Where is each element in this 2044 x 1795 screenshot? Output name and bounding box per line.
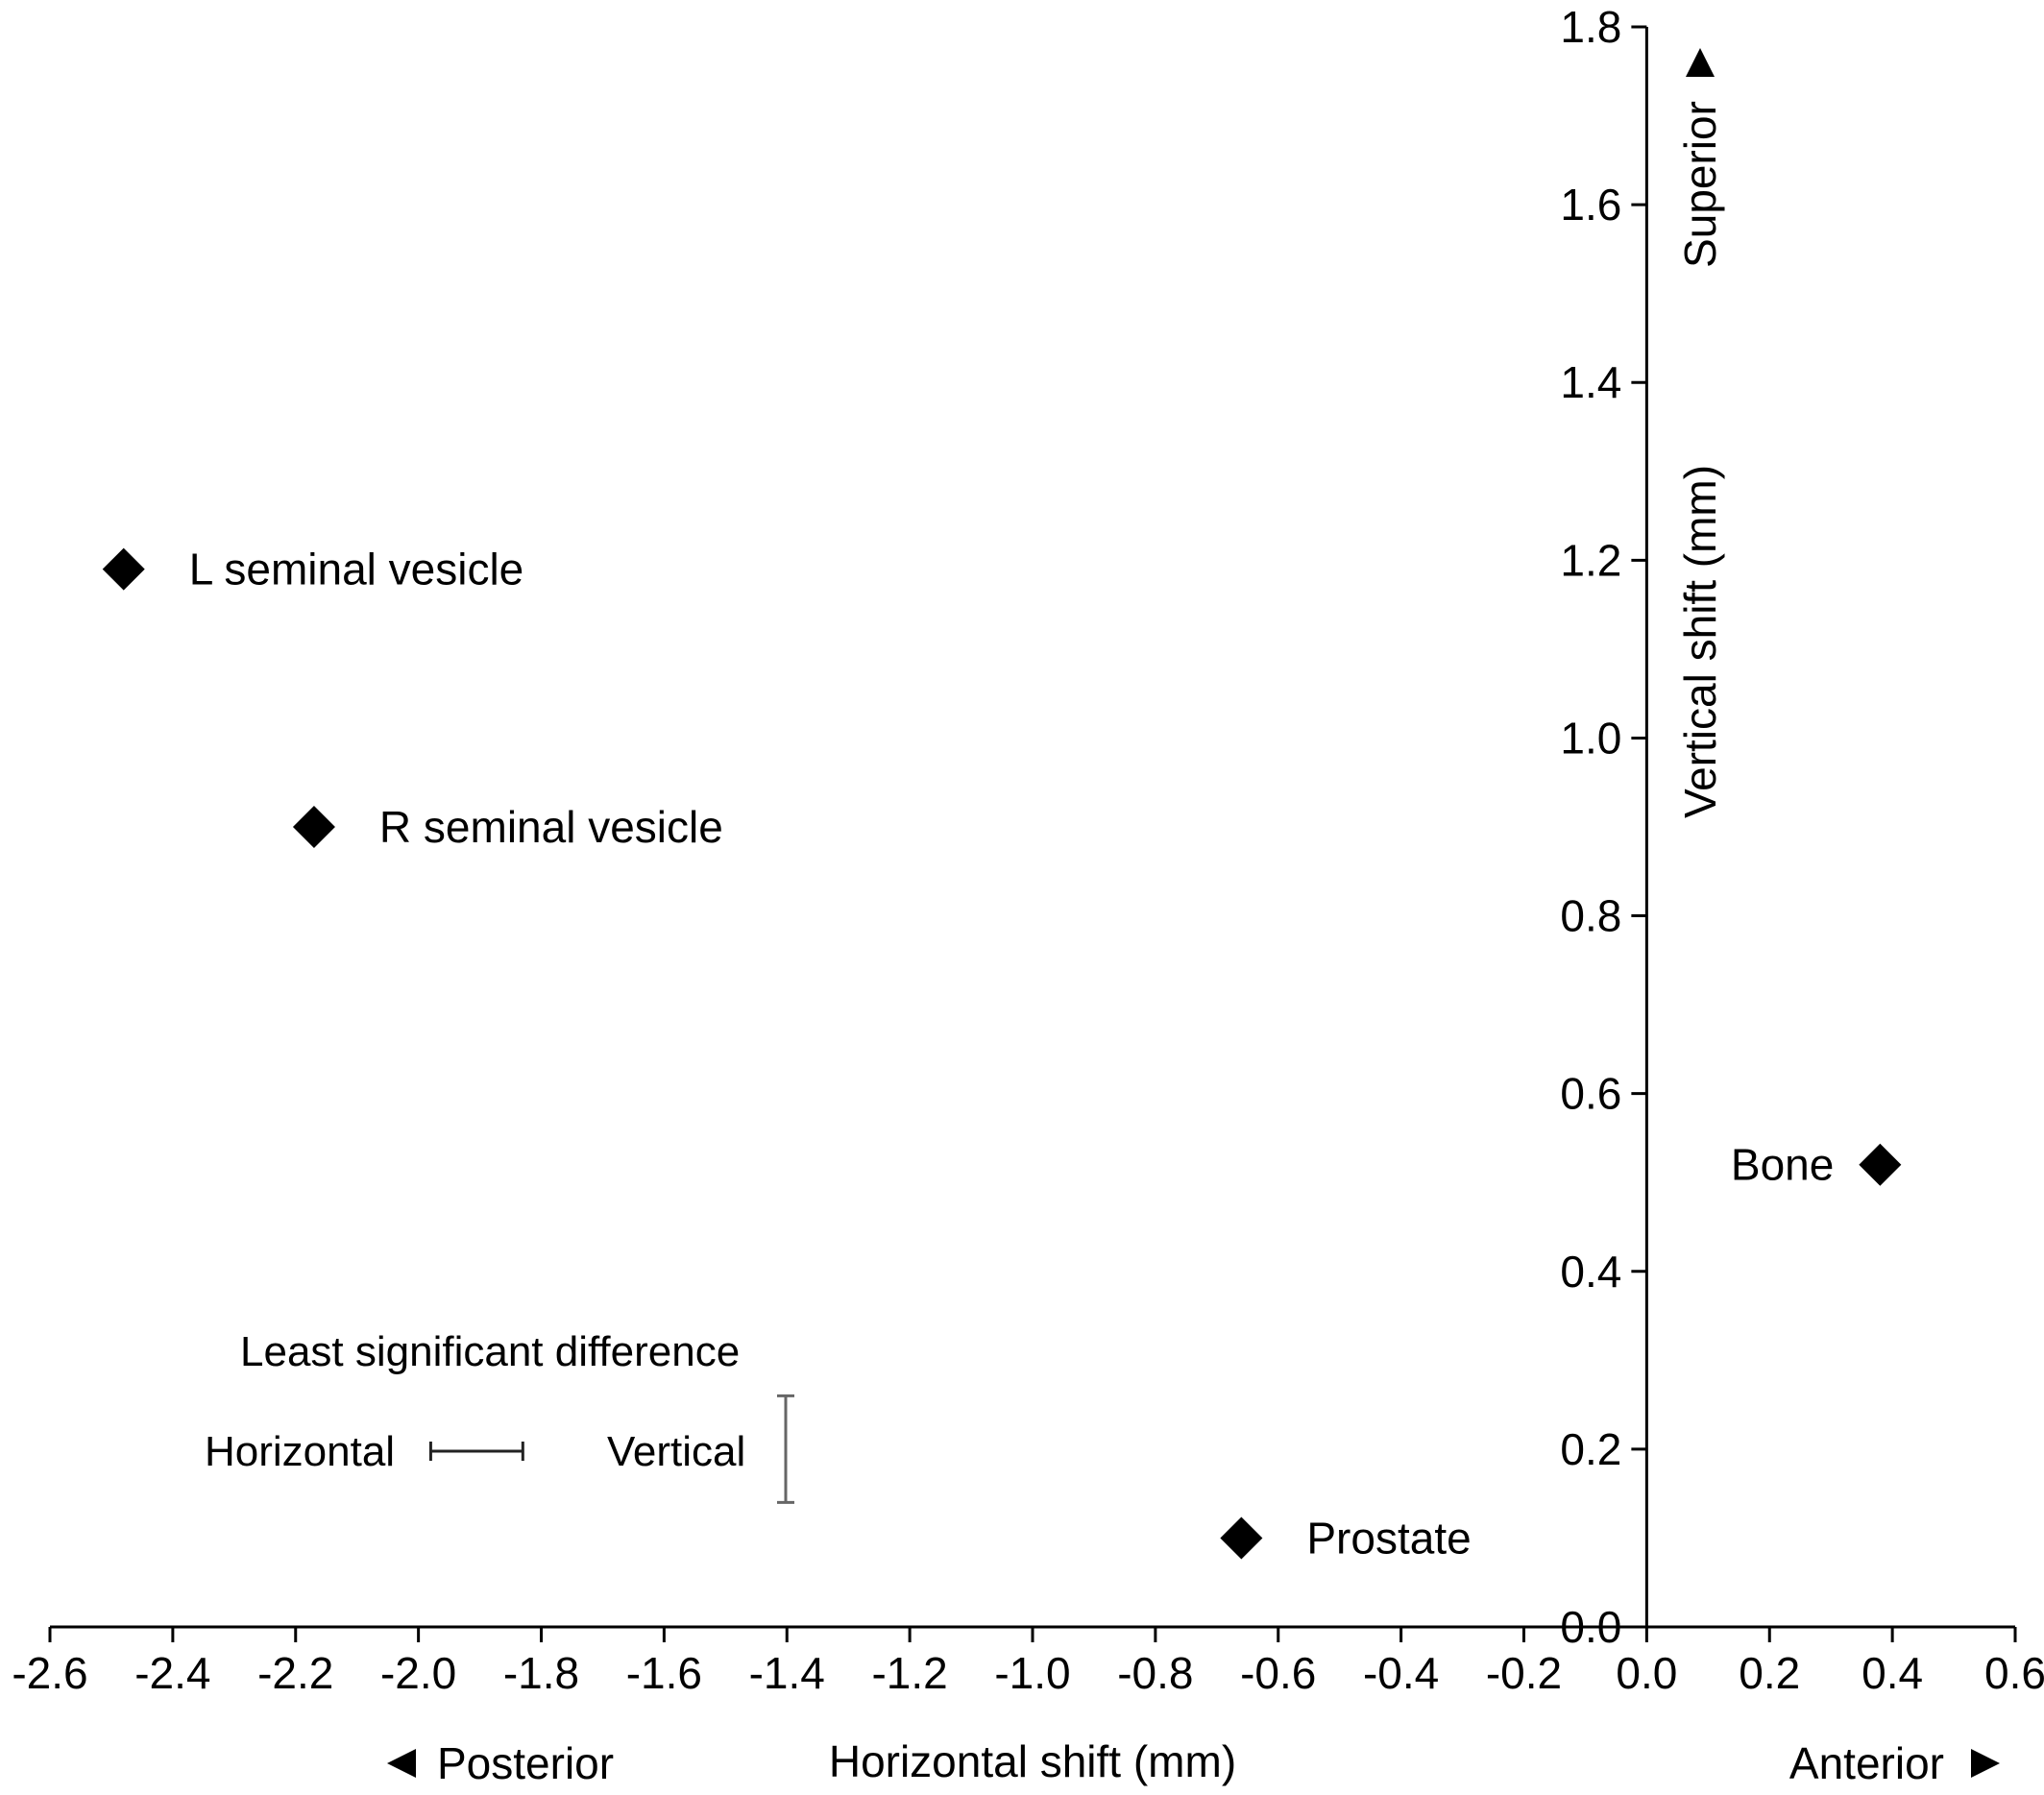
y-tick-label: 0.6 — [1560, 1069, 1621, 1119]
x-tick-label: -2.2 — [257, 1648, 333, 1698]
x-tick-label: -2.4 — [134, 1648, 210, 1698]
direction-posterior: Posterior — [387, 1738, 614, 1788]
data-point-marker — [102, 547, 145, 591]
y-axis-title: Vertical shift (mm) — [1675, 465, 1725, 818]
data-point-label: R seminal vesicle — [379, 802, 723, 852]
x-tick-label: -2.6 — [12, 1648, 87, 1698]
x-tick-label: 0.4 — [1862, 1648, 1923, 1698]
y-tick-label: 0.2 — [1560, 1424, 1621, 1474]
data-point-marker — [1859, 1143, 1902, 1186]
y-tick-label: 1.4 — [1560, 357, 1621, 407]
x-tick-label: -2.0 — [380, 1648, 456, 1698]
x-axis: -2.6 -2.4 -2.2 -2.0 -1.8 -1.6 -1.4 -1.2 -1.0 -0.8… — [12, 1625, 2044, 1698]
data-points: L seminal vesicle R seminal vesicle Prosta… — [102, 545, 1902, 1563]
x-tick-label: -1.8 — [503, 1648, 579, 1698]
y-tick-label: 0.0 — [1560, 1602, 1621, 1652]
x-tick-label: -0.2 — [1486, 1648, 1562, 1698]
least-significant-difference-legend: Least significant difference Horizontal Ve… — [205, 1328, 794, 1504]
x-tick-label: 0.6 — [1984, 1648, 2044, 1698]
anterior-label: Anterior — [1789, 1738, 1944, 1788]
data-point-marker — [292, 806, 335, 848]
direction-superior: Superior — [1675, 48, 1725, 268]
x-tick-label: -1.2 — [871, 1648, 947, 1698]
x-tick-label: -1.0 — [994, 1648, 1070, 1698]
lsd-title: Least significant difference — [240, 1328, 740, 1375]
x-tick-label: -0.4 — [1363, 1648, 1439, 1698]
data-point-marker — [1220, 1516, 1263, 1560]
up-arrow-icon — [1686, 48, 1715, 77]
posterior-label: Posterior — [437, 1738, 614, 1788]
y-tick-label: 0.8 — [1560, 891, 1621, 941]
y-axis: 0.0 0.2 0.4 0.6 0.8 1.0 1.2 1.4 1.6 1.8 — [1560, 2, 1648, 1652]
data-point-label: Prostate — [1306, 1513, 1471, 1563]
data-point-label: L seminal vesicle — [189, 545, 524, 594]
data-point-label: Bone — [1731, 1140, 1834, 1190]
y-tick-label: 1.6 — [1560, 180, 1621, 230]
right-arrow-icon — [1971, 1749, 2000, 1778]
x-axis-title: Horizontal shift (mm) — [829, 1736, 1236, 1786]
x-tick-label: -1.6 — [626, 1648, 702, 1698]
lsd-vertical-label: Vertical — [607, 1428, 745, 1475]
left-arrow-icon — [387, 1749, 416, 1778]
superior-label: Superior — [1675, 101, 1725, 268]
y-tick-label: 1.2 — [1560, 535, 1621, 585]
y-tick-label: 1.0 — [1560, 713, 1621, 763]
x-tick-label: -1.4 — [749, 1648, 825, 1698]
y-tick-label: 1.8 — [1560, 2, 1621, 52]
x-tick-label: 0.0 — [1616, 1648, 1677, 1698]
lsd-horizontal-label: Horizontal — [205, 1428, 395, 1475]
y-tick-label: 0.4 — [1560, 1247, 1621, 1297]
x-tick-label: -0.8 — [1117, 1648, 1193, 1698]
direction-anterior: Anterior — [1789, 1738, 2000, 1788]
x-tick-label: -0.6 — [1240, 1648, 1316, 1698]
x-tick-label: 0.2 — [1739, 1648, 1800, 1698]
